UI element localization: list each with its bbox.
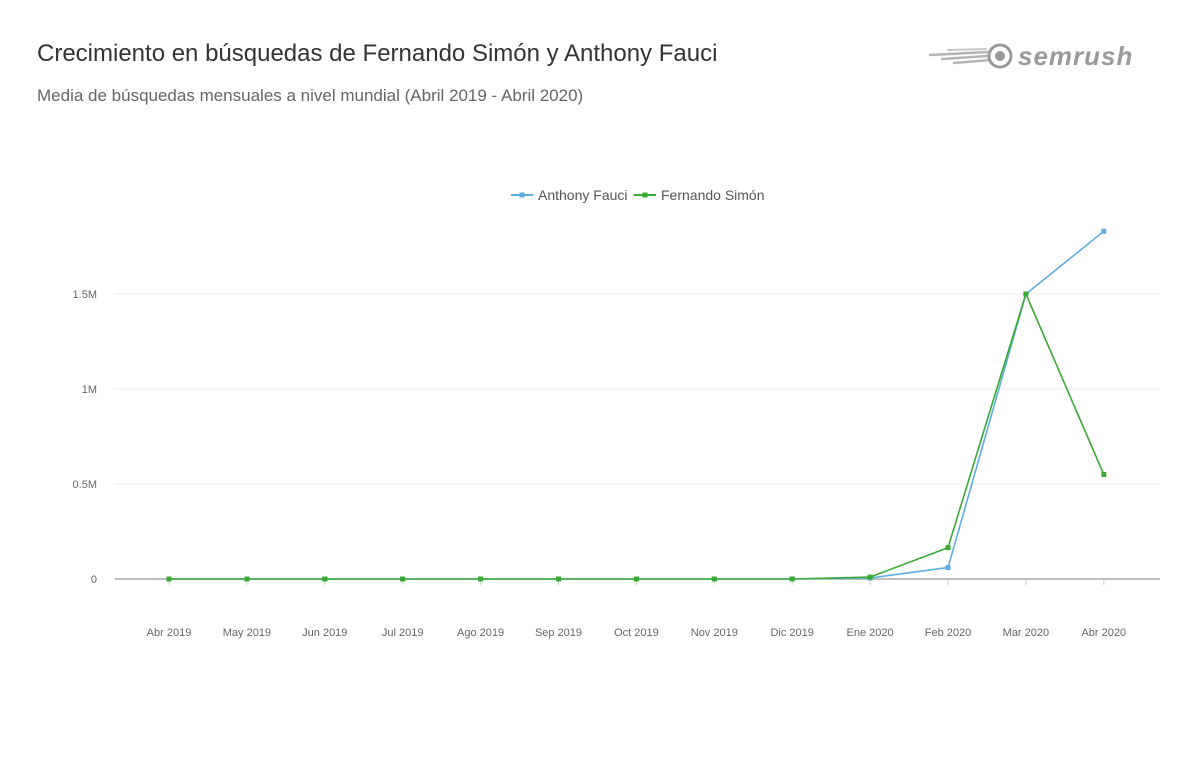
series-line-anthony-fauci	[169, 230, 1105, 580]
data-point-fernando-simon	[244, 576, 250, 582]
x-tick-label: Mar 2020	[1003, 627, 1049, 639]
data-point-anthony-fauci	[945, 565, 951, 571]
semrush-wordmark: semrush	[1018, 41, 1134, 71]
x-tick-label: Feb 2020	[925, 627, 971, 639]
legend-label: Fernando Simón	[661, 187, 765, 203]
data-point-fernando-simon	[789, 576, 795, 582]
data-point-fernando-simon	[166, 576, 172, 582]
data-point-fernando-simon	[711, 576, 717, 582]
x-tick-label: Abr 2020	[1081, 627, 1126, 639]
legend-swatch-marker	[642, 192, 648, 198]
y-tick-label: 0.5M	[73, 479, 97, 491]
x-axis-ticks: Abr 2019 May 2019 Jun 2019 Jul 2019 Ago 2019…	[147, 579, 1126, 639]
chart-subtitle: Media de búsquedas mensuales a nivel mun…	[37, 86, 584, 105]
legend-item-anthony-fauci[interactable]: Anthony Fauci	[511, 187, 628, 203]
legend-item-fernando-simon[interactable]: Fernando Simón	[634, 187, 765, 203]
y-tick-label: 1M	[82, 384, 97, 396]
y-axis-ticks: 0 0.5M 1M 1.5M	[73, 289, 97, 586]
data-point-fernando-simon	[478, 576, 484, 582]
x-tick-label: May 2019	[223, 627, 271, 639]
x-tick-label: Oct 2019	[614, 627, 659, 639]
y-tick-label: 1.5M	[73, 289, 97, 301]
data-point-anthony-fauci	[1101, 228, 1107, 234]
chart-legend[interactable]: Anthony Fauci Fernando Simón	[511, 187, 765, 203]
data-point-fernando-simon	[556, 576, 561, 582]
legend-swatch-marker	[519, 192, 525, 198]
x-tick-label: Jul 2019	[382, 627, 424, 639]
data-point-fernando-simon	[945, 545, 951, 551]
data-point-fernando-simon	[400, 576, 406, 582]
semrush-comet-icon	[928, 43, 1013, 69]
semrush-logo: semrush	[928, 40, 1160, 72]
x-tick-label: Ago 2019	[457, 627, 504, 639]
x-tick-label: Abr 2019	[147, 627, 192, 639]
y-tick-label: 0	[91, 574, 97, 586]
x-tick-label: Dic 2019	[770, 627, 813, 639]
x-tick-label: Jun 2019	[302, 627, 347, 639]
x-tick-label: Nov 2019	[691, 627, 738, 639]
chart-grid	[115, 293, 1160, 580]
data-point-fernando-simon	[1101, 472, 1107, 477]
data-point-fernando-simon	[867, 574, 873, 580]
chart-series	[166, 228, 1107, 582]
x-tick-label: Ene 2020	[847, 627, 894, 639]
chart-title: Crecimiento en búsquedas de Fernando Sim…	[37, 40, 718, 67]
x-tick-label: Sep 2019	[535, 627, 582, 639]
legend-label: Anthony Fauci	[538, 187, 628, 203]
data-point-fernando-simon	[633, 576, 639, 582]
data-point-fernando-simon	[1023, 291, 1029, 297]
data-point-fernando-simon	[322, 576, 328, 582]
series-line-fernando-simon	[169, 293, 1105, 580]
